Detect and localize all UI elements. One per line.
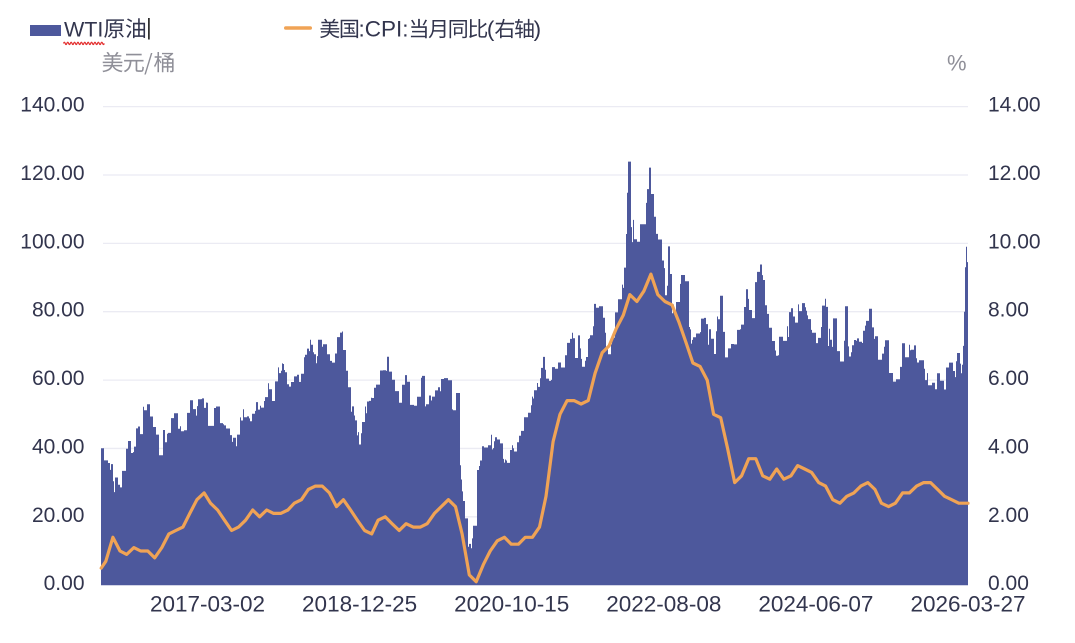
svg-text:(: ( bbox=[487, 17, 495, 42]
svg-text:10.00: 10.00 bbox=[988, 230, 1041, 253]
svg-text:2024-06-07: 2024-06-07 bbox=[758, 592, 873, 617]
svg-text:%: % bbox=[947, 51, 967, 76]
svg-text:120.00: 120.00 bbox=[20, 162, 84, 185]
svg-text:80.00: 80.00 bbox=[32, 299, 85, 322]
svg-text:140.00: 140.00 bbox=[20, 94, 84, 117]
svg-text:4.00: 4.00 bbox=[988, 436, 1029, 459]
svg-text:8.00: 8.00 bbox=[988, 299, 1029, 322]
svg-text:20.00: 20.00 bbox=[32, 504, 85, 527]
svg-text:0.00: 0.00 bbox=[988, 572, 1029, 595]
svg-text::CPI:: :CPI: bbox=[359, 17, 409, 42]
svg-text:40.00: 40.00 bbox=[32, 436, 85, 459]
svg-text:12.00: 12.00 bbox=[988, 162, 1041, 185]
svg-text:100.00: 100.00 bbox=[20, 230, 84, 253]
svg-text:2018-12-25: 2018-12-25 bbox=[302, 592, 417, 617]
svg-text:2026-03-27: 2026-03-27 bbox=[910, 592, 1025, 617]
svg-text:2022-08-08: 2022-08-08 bbox=[606, 592, 721, 617]
svg-text:0.00: 0.00 bbox=[44, 572, 85, 595]
svg-text:): ) bbox=[534, 17, 542, 42]
svg-text:2017-03-02: 2017-03-02 bbox=[150, 592, 265, 617]
svg-text:60.00: 60.00 bbox=[32, 367, 85, 390]
svg-text:6.00: 6.00 bbox=[988, 367, 1029, 390]
svg-text:14.00: 14.00 bbox=[988, 94, 1041, 117]
svg-text:WTI: WTI bbox=[64, 18, 103, 42]
svg-text:2020-10-15: 2020-10-15 bbox=[454, 592, 569, 617]
svg-text:2.00: 2.00 bbox=[988, 504, 1029, 527]
